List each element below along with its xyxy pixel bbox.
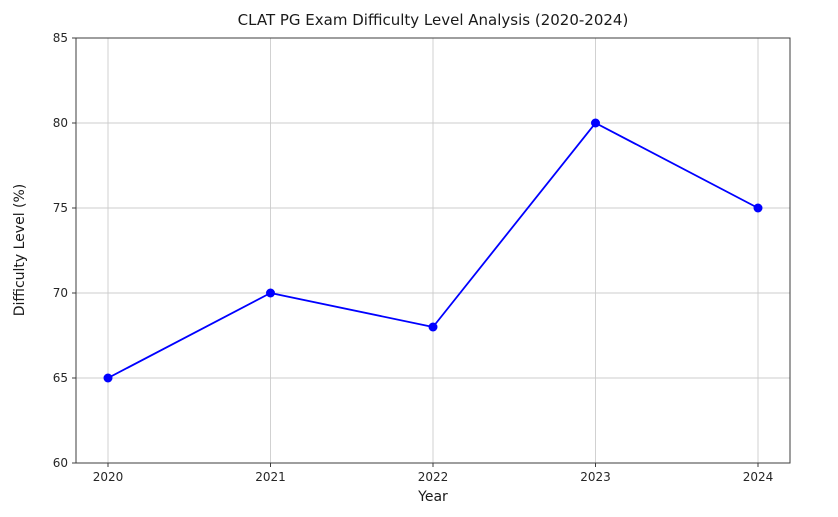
data-point-2021 (266, 288, 275, 298)
y-tick-label: 75 (53, 201, 68, 215)
data-point-2020 (103, 373, 113, 383)
data-point-2022 (428, 322, 438, 332)
chart-title: CLAT PG Exam Difficulty Level Analysis (… (238, 11, 629, 29)
data-series (103, 118, 763, 383)
y-tick-label: 70 (53, 286, 68, 300)
y-tick-label: 60 (53, 456, 68, 470)
y-axis-label: Difficulty Level (%) (12, 184, 28, 317)
x-axis-label: Year (417, 489, 448, 505)
y-tick-label: 65 (53, 371, 68, 385)
y-tick-label: 85 (53, 31, 68, 45)
axis-ticks (72, 37, 759, 467)
data-point-2024 (753, 203, 763, 213)
x-tick-label: 2020 (93, 470, 124, 484)
tick-labels: 2020 2021 2022 2023 2024 60 65 70 75 80 85 (53, 31, 774, 484)
x-tick-label: 2024 (743, 470, 774, 484)
x-tick-label: 2023 (580, 470, 611, 484)
x-tick-label: 2022 (418, 470, 449, 484)
x-tick-label: 2021 (255, 470, 286, 484)
y-tick-label: 80 (53, 116, 68, 130)
gridlines (76, 37, 790, 464)
data-point-2023 (591, 118, 600, 128)
